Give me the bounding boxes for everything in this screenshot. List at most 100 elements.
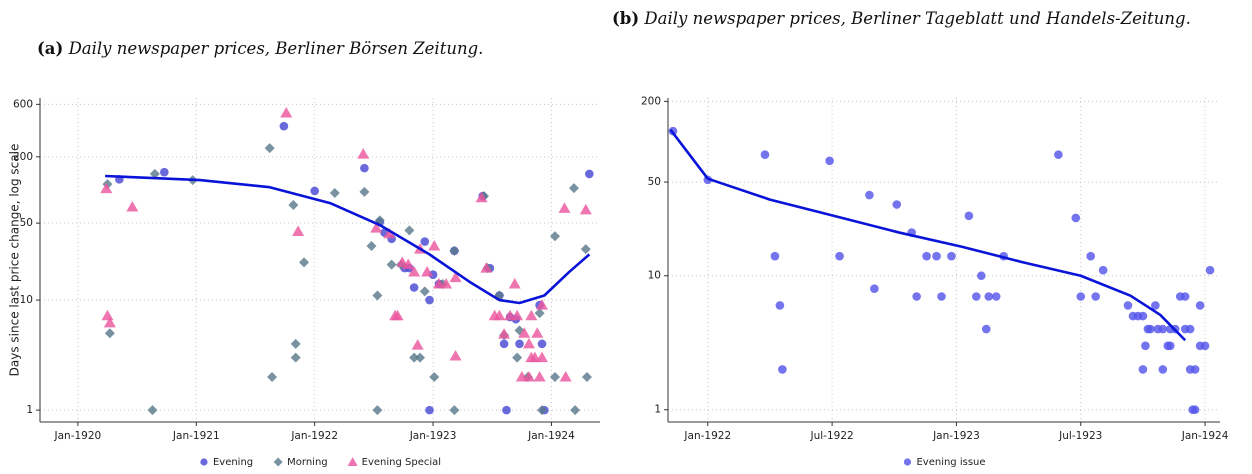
y-axis-label: Days since last price change, log scale	[8, 144, 22, 377]
x-tick-label: Jan-1922	[290, 430, 338, 442]
point	[522, 337, 535, 349]
y-tick-label: 200	[13, 151, 33, 163]
y-tick-label: 1	[654, 404, 661, 416]
point	[525, 351, 538, 363]
point	[1091, 292, 1100, 301]
point	[558, 202, 571, 213]
point	[1195, 301, 1205, 310]
point	[775, 301, 785, 310]
point	[383, 227, 396, 239]
y-tick-label: 50	[648, 176, 661, 188]
point	[770, 251, 780, 261]
point	[778, 365, 787, 374]
point	[581, 371, 592, 382]
point	[825, 156, 834, 166]
point	[428, 239, 441, 251]
panel-title: (b) Daily newspaper prices, Berliner Tag…	[612, 7, 1240, 30]
x-tick-label: Jan-1924	[527, 430, 575, 442]
point	[1141, 341, 1150, 351]
legend-item: Evening issue	[903, 457, 986, 468]
point	[870, 284, 879, 294]
point	[536, 405, 547, 416]
point	[535, 351, 548, 363]
point	[1054, 150, 1063, 160]
point	[1138, 365, 1148, 374]
point	[288, 200, 299, 211]
point	[570, 405, 581, 416]
point	[932, 251, 941, 261]
point	[408, 265, 421, 277]
point	[512, 352, 523, 363]
legend-label: Morning	[287, 457, 327, 468]
x-tick-label: Jan-1923	[932, 430, 980, 442]
panel-title: (a) Daily newspaper prices, Berliner Bör…	[37, 37, 597, 60]
point	[104, 328, 115, 339]
point	[279, 121, 289, 131]
point	[449, 271, 462, 283]
legend-label: Evening	[213, 457, 253, 468]
point	[415, 352, 426, 363]
point	[991, 292, 1001, 301]
point	[1158, 365, 1168, 374]
point	[411, 339, 424, 350]
point	[421, 265, 434, 277]
point	[550, 231, 561, 242]
point	[493, 309, 506, 321]
point	[292, 225, 305, 236]
point	[404, 225, 415, 236]
point	[290, 352, 301, 363]
point	[366, 240, 377, 251]
point	[449, 245, 460, 256]
x-tick-label: Jul-1923	[1058, 430, 1102, 442]
x-tick-label: Jan-1922	[683, 430, 731, 442]
point	[1138, 311, 1148, 321]
x-tick-label: Jan-1920	[54, 430, 102, 442]
point	[449, 405, 460, 416]
point	[475, 191, 488, 203]
point	[149, 168, 160, 179]
point	[357, 148, 370, 159]
point	[1146, 324, 1155, 334]
point	[535, 299, 548, 310]
panel-label: (a)	[37, 39, 64, 58]
point	[579, 203, 592, 215]
point	[419, 286, 430, 297]
point	[518, 327, 531, 338]
point	[508, 277, 521, 289]
point	[499, 339, 509, 349]
point	[428, 270, 438, 279]
point	[391, 309, 404, 321]
point	[1185, 324, 1195, 334]
point	[425, 295, 434, 305]
x-tick-label: Jan-1923	[409, 430, 457, 442]
point	[922, 251, 931, 261]
point	[835, 251, 844, 261]
point	[865, 190, 874, 200]
legend-marker	[200, 458, 208, 466]
point	[440, 277, 453, 289]
point	[147, 405, 158, 416]
point	[372, 290, 383, 301]
point	[290, 338, 301, 349]
point	[1190, 405, 1200, 415]
point	[409, 283, 419, 292]
legend-label: Evening issue	[916, 457, 985, 468]
legend-marker	[273, 457, 283, 467]
point	[1076, 292, 1086, 301]
point	[264, 143, 275, 154]
y-tick-label: 10	[648, 270, 661, 282]
point	[760, 150, 770, 160]
point	[537, 339, 547, 349]
point	[1071, 213, 1081, 223]
point	[568, 183, 579, 194]
point	[1205, 265, 1215, 275]
point	[1200, 341, 1210, 351]
point	[531, 327, 544, 338]
point	[550, 371, 561, 382]
point	[502, 405, 511, 415]
y-tick-label: 200	[641, 95, 661, 107]
point	[449, 350, 462, 361]
point	[402, 258, 415, 270]
